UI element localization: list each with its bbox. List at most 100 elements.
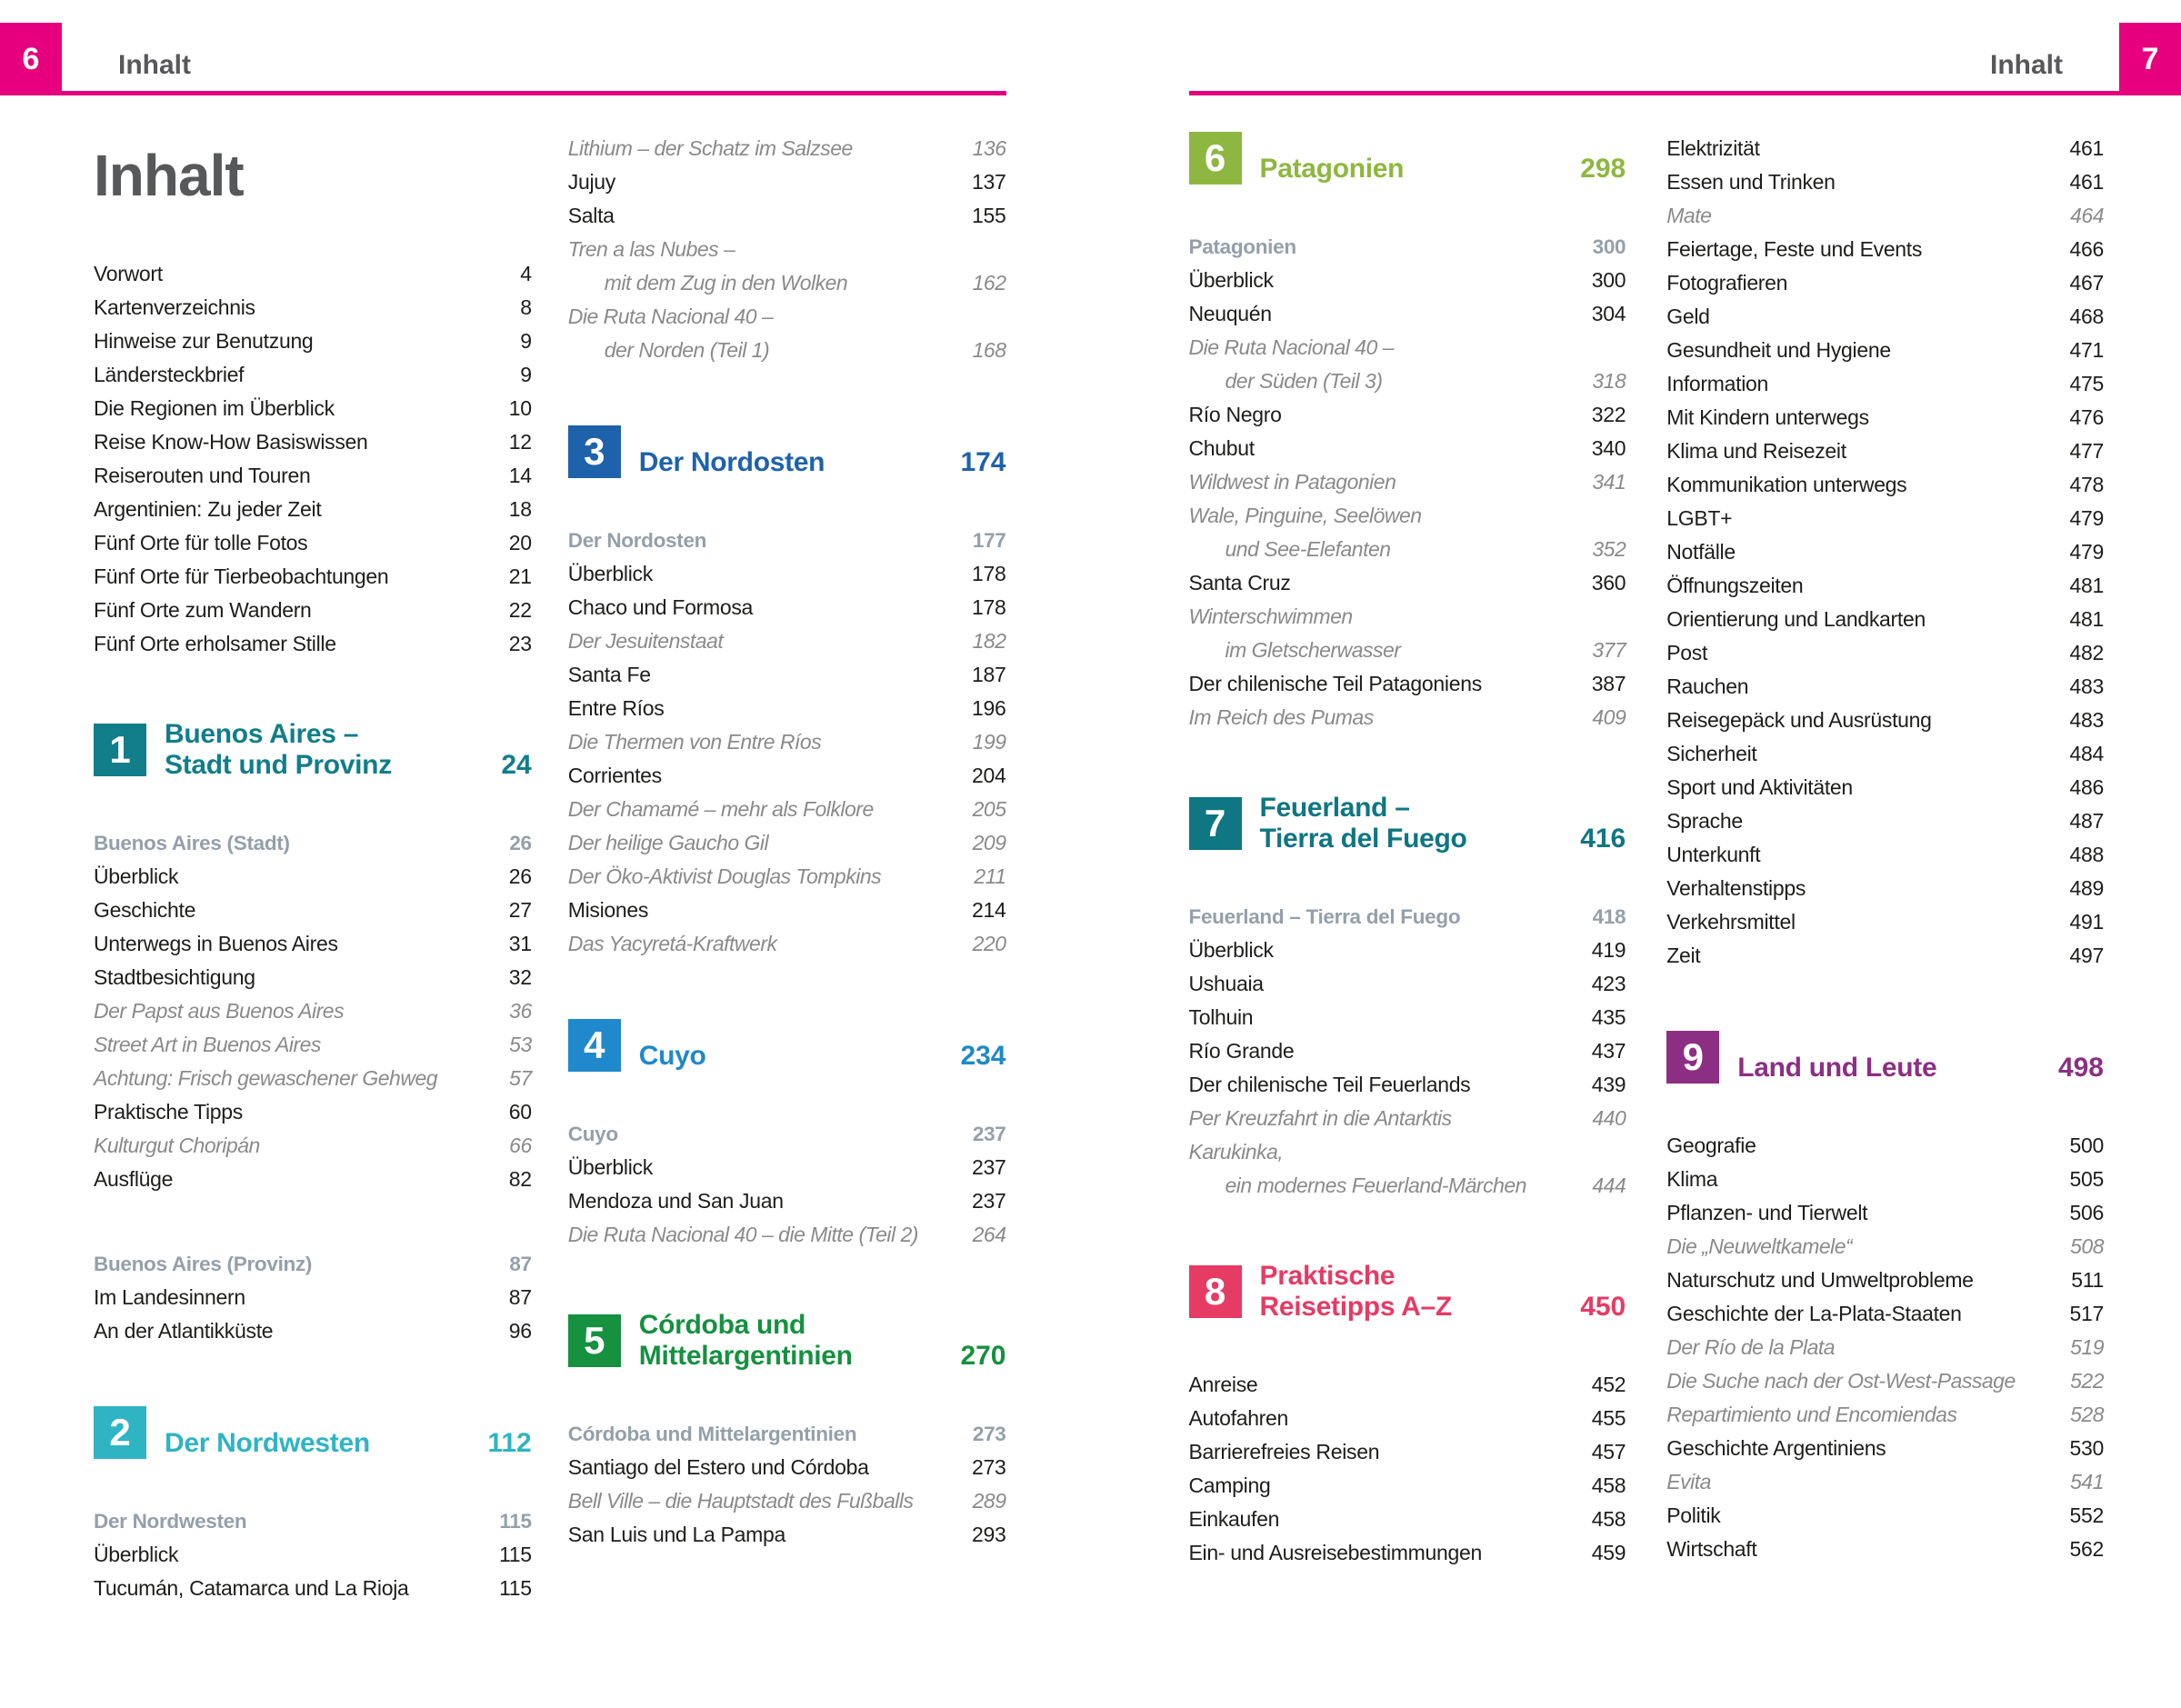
toc-entry-label: Ein- und Ausreisebestimmungen bbox=[1188, 1541, 1483, 1564]
chapter-title: Cuyo bbox=[639, 1041, 952, 1072]
toc-entry-page: 168 bbox=[972, 338, 1006, 362]
toc-entry-label: der Süden (Teil 3) bbox=[1225, 369, 1383, 393]
toc-row: im Gletscherwasser 377 bbox=[1189, 634, 1626, 667]
toc-subheading-row: Córdoba und Mittelargentinien 273 bbox=[568, 1417, 1006, 1451]
toc-entry-label: Gesundheit und Hygiene bbox=[1666, 338, 1891, 362]
toc-row: Argentinien: Zu jeder Zeit 18 bbox=[94, 493, 532, 526]
toc-row: Neuquén 304 bbox=[1189, 297, 1626, 331]
toc-column-3: 6 Patagonien 298 Patagonien 300 Überblick 300 N… bbox=[1188, 132, 1626, 1570]
toc-entry-page: 517 bbox=[2069, 1302, 2105, 1325]
toc-row: Ushuaia 423 bbox=[1189, 967, 1626, 1001]
toc-group: Buenos Aires (Stadt) 26 Überblick 26 Geschic… bbox=[94, 826, 532, 1196]
toc-entry-page: 387 bbox=[1591, 672, 1626, 695]
toc-row: Im Reich des Pumas 409 bbox=[1189, 701, 1626, 734]
toc-entry-page: 115 bbox=[498, 1543, 532, 1566]
chapter-heading-7: 7 Feuerland – Tierra del Fuego 416 bbox=[1188, 793, 1626, 854]
toc-row: Santa Cruz 360 bbox=[1189, 566, 1626, 600]
toc-column-1-flow: Vorwort 4 Kartenverzeichnis 8 Hinweise zur B… bbox=[94, 257, 532, 1605]
toc-entry-page: 20 bbox=[508, 531, 532, 554]
toc-entry-label: Cuyo bbox=[567, 1123, 618, 1145]
chapter-number-box: 4 bbox=[567, 1019, 621, 1072]
toc-row: Corrientes 204 bbox=[568, 759, 1006, 793]
toc-entry-label: Entre Ríos bbox=[567, 696, 665, 720]
toc-entry-label: Mit Kindern unterwegs bbox=[1666, 405, 1869, 429]
page-left: 6 Inhalt Inhalt Vorwort 4 Kartenverzeichni… bbox=[0, 0, 1091, 1605]
toc-entry-page: 36 bbox=[509, 999, 532, 1023]
toc-row: der Süden (Teil 3) 318 bbox=[1189, 365, 1626, 398]
toc-entry-page: 458 bbox=[1591, 1473, 1626, 1497]
toc-row: Geld 468 bbox=[1666, 300, 2104, 334]
toc-row: Klima und Reisezeit 477 bbox=[1666, 434, 2104, 468]
toc-group: Der Nordosten 177 Überblick 178 Chaco und Fo… bbox=[568, 524, 1006, 961]
toc-subheading-row: Der Nordosten 177 bbox=[568, 524, 1006, 557]
toc-entry-label: Ushuaia bbox=[1188, 972, 1265, 995]
toc-row: Der Jesuitenstaat 182 bbox=[568, 624, 1006, 658]
chapter-title: Land und Leute bbox=[1737, 1053, 2049, 1084]
toc-entry-page: 486 bbox=[2069, 775, 2105, 799]
toc-entry-page: 435 bbox=[1591, 1005, 1626, 1029]
toc-row: Fünf Orte erholsamer Stille 23 bbox=[94, 627, 532, 661]
toc-entry-page: 360 bbox=[1591, 571, 1626, 594]
toc-entry-label: Der chilenische Teil Patagoniens bbox=[1188, 672, 1483, 695]
toc-row: Kommunikation unterwegs 478 bbox=[1666, 468, 2104, 502]
toc-entry-page: 552 bbox=[2069, 1503, 2105, 1527]
toc-row: Information 475 bbox=[1666, 367, 2104, 401]
header-rule bbox=[1188, 91, 2181, 95]
chapter-page-number: 112 bbox=[487, 1428, 532, 1458]
toc-entry-label: Der Öko-Aktivist Douglas Tompkins bbox=[567, 864, 882, 888]
toc-entry-label: Hinweise zur Benutzung bbox=[94, 329, 314, 353]
toc-entry-page: 304 bbox=[1591, 302, 1626, 325]
toc-entry-page: 209 bbox=[972, 831, 1006, 854]
chapter-title: Der Nordwesten bbox=[165, 1428, 478, 1459]
toc-entry-page: 273 bbox=[972, 1423, 1006, 1445]
chapter-page-number: 298 bbox=[1580, 154, 1626, 184]
running-header-title: Inhalt bbox=[118, 50, 191, 80]
toc-row: Notfälle 479 bbox=[1666, 535, 2104, 569]
chapter-title-line: Stadt und Provinz bbox=[165, 750, 392, 780]
toc-row: Verkehrsmittel 491 bbox=[1666, 905, 2104, 939]
toc-row: Vorwort 4 bbox=[94, 257, 532, 291]
toc-entry-page: 423 bbox=[1591, 972, 1626, 995]
chapter-number-box: 9 bbox=[1666, 1031, 1720, 1084]
toc-entry-label: Río Negro bbox=[1188, 403, 1282, 426]
toc-subheading-row: Buenos Aires (Stadt) 26 bbox=[94, 826, 532, 860]
page-title: Inhalt bbox=[94, 143, 245, 208]
toc-entry-page: 115 bbox=[499, 1510, 532, 1533]
toc-entry-label: Die Thermen von Entre Ríos bbox=[567, 730, 822, 754]
toc-row: Die Ruta Nacional 40 – bbox=[1189, 331, 1626, 365]
toc-entry-page: 237 bbox=[972, 1189, 1006, 1213]
toc-entry-page: 60 bbox=[508, 1100, 532, 1124]
toc-entry-page: 464 bbox=[2070, 204, 2104, 227]
toc-row: Rauchen 483 bbox=[1666, 670, 2104, 704]
toc-row: Ein- und Ausreisebestimmungen 459 bbox=[1189, 1536, 1626, 1570]
chapter-number-box: 5 bbox=[567, 1314, 621, 1367]
toc-entry-label: Geschichte der La-Plata-Staaten bbox=[1666, 1302, 1962, 1325]
toc-entry-label: Die Ruta Nacional 40 – bbox=[1188, 335, 1395, 359]
chapter-heading-8: 8 Praktische Reisetipps A–Z 450 bbox=[1188, 1261, 1626, 1323]
toc-entry-label: Pflanzen- und Tierwelt bbox=[1666, 1201, 1868, 1224]
chapter-title: Praktische Reisetipps A–Z bbox=[1260, 1261, 1572, 1323]
toc-entry-page: 522 bbox=[2070, 1369, 2104, 1393]
toc-row: Politik 552 bbox=[1666, 1499, 2104, 1533]
running-header-left: 6 Inhalt bbox=[0, 0, 1091, 95]
toc-entry-page: 519 bbox=[2070, 1335, 2104, 1359]
toc-entry-label: Das Yacyretá-Kraftwerk bbox=[567, 932, 777, 955]
chapter-title: Córdoba und Mittelargentinien bbox=[639, 1310, 952, 1372]
toc-row: Misiones 214 bbox=[568, 894, 1006, 927]
toc-row: Unterkunft 488 bbox=[1666, 838, 2104, 872]
toc-row: Repartimiento und Encomiendas 528 bbox=[1666, 1398, 2104, 1432]
toc-entry-page: 220 bbox=[972, 932, 1006, 955]
toc-entry-page: 137 bbox=[972, 170, 1006, 194]
toc-row: Tren a las Nubes – bbox=[568, 233, 1006, 266]
toc-entry-page: 237 bbox=[972, 1123, 1006, 1145]
toc-entry-page: 478 bbox=[2069, 473, 2105, 496]
toc-entry-page: 318 bbox=[1592, 369, 1626, 393]
toc-row: Stadtbesichtigung 32 bbox=[94, 961, 532, 994]
toc-entry-page: 26 bbox=[508, 864, 532, 888]
toc-entry-page: 437 bbox=[1591, 1039, 1626, 1063]
toc-entry-page: 196 bbox=[972, 696, 1006, 720]
toc-entry-label: LGBT+ bbox=[1666, 506, 1733, 530]
toc-entry-page: 300 bbox=[1591, 268, 1626, 292]
toc-row: Einkaufen 458 bbox=[1189, 1503, 1626, 1536]
